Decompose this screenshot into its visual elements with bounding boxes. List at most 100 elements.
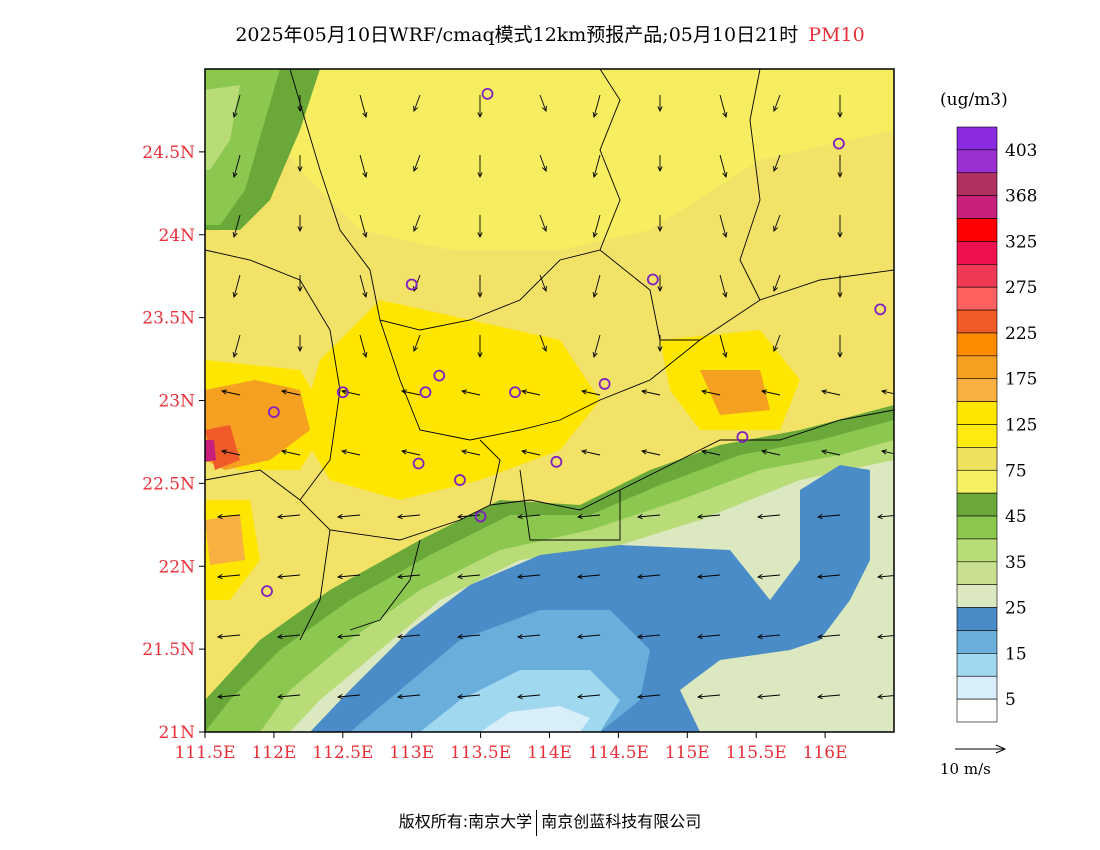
wind-arrow-head: [820, 389, 827, 395]
wind-arrow-head: [773, 165, 778, 172]
colorbar: 403 368 325 275 225 175 125 75 45 35 25 15 5: [956, 126, 1037, 723]
wind-arrow: [697, 694, 721, 698]
wind-arrow: [337, 694, 361, 698]
wind-arrow: [817, 634, 841, 638]
wind-arrow: [817, 694, 841, 698]
colorbar-swatch: [956, 241, 998, 265]
wind-arrow-head: [657, 286, 663, 293]
colorbar-swatch: [956, 218, 998, 242]
wind-arrow: [401, 450, 421, 456]
wind-arrow-head: [756, 574, 763, 580]
wind-arrow-head: [297, 286, 303, 293]
wind-arrow: [401, 390, 421, 396]
wind-arrow: [359, 214, 367, 238]
wind-arrow-head: [340, 389, 347, 395]
wind-arrow-head: [722, 232, 728, 238]
lon-tick-label: 112E: [251, 743, 296, 763]
station-marker: [454, 474, 466, 486]
wind-arrow-head: [696, 514, 703, 520]
wind-arrow-head: [477, 292, 483, 299]
wind-arrow-head: [362, 112, 368, 118]
wind-arrow-head: [336, 574, 343, 580]
colorbar-swatch: [956, 195, 998, 219]
wind-arrow: [517, 574, 541, 578]
wind-arrow-head: [876, 694, 883, 700]
station-marker: [474, 510, 487, 523]
wind-arrow-head: [902, 286, 906, 291]
wind-arrow-head: [477, 172, 483, 179]
colorbar-swatch: [956, 675, 998, 700]
colorbar-swatch: [956, 607, 998, 631]
wind-arrow-head: [276, 574, 283, 580]
wind-arrow: [461, 450, 481, 456]
colorbar-label: 325: [1005, 232, 1037, 252]
wind-arrow: [539, 334, 547, 352]
wind-arrow: [761, 450, 781, 456]
wind-arrow: [821, 450, 841, 456]
wind-arrow-head: [396, 514, 403, 520]
wind-arrow: [581, 390, 601, 396]
lat-tick-label: 23.5N: [142, 309, 195, 329]
wind-arrow-head: [820, 449, 827, 455]
vector-legend-arrow: [955, 744, 1007, 754]
wind-arrow: [397, 514, 421, 518]
wind-arrow: [757, 634, 781, 638]
wind-arrow: [593, 214, 601, 238]
wind-arrow: [719, 334, 727, 358]
station-marker: [267, 406, 280, 419]
station-marker: [481, 87, 494, 100]
wind-arrow-head: [220, 389, 227, 395]
lon-tick-label: 115E: [665, 743, 710, 763]
wind-arrow-head: [592, 232, 598, 238]
wind-arrow: [233, 334, 241, 358]
wind-arrow-head: [816, 514, 823, 520]
wind-arrow: [217, 694, 241, 698]
lat-tick-label: 21N: [158, 723, 195, 743]
wind-arrow-head: [700, 449, 707, 455]
wind-arrow: [539, 214, 547, 232]
colorbar-swatch: [956, 469, 998, 494]
wind-arrow: [457, 634, 481, 638]
wind-arrow-head: [477, 232, 483, 239]
wind-arrow-head: [756, 514, 763, 520]
wind-arrow-head: [576, 574, 583, 580]
colorbar-label: 45: [1005, 507, 1027, 527]
wind-arrow-head: [902, 346, 906, 351]
wind-arrow-head: [837, 292, 843, 299]
wind-arrow-head: [232, 112, 238, 118]
wind-arrow: [757, 574, 781, 578]
wind-arrow: [900, 335, 906, 351]
wind-arrow-head: [413, 345, 418, 352]
wind-arrow: [517, 694, 541, 698]
wind-arrow-head: [336, 694, 343, 700]
wind-arrow-head: [232, 172, 238, 178]
wind-arrow: [577, 514, 601, 518]
colorbar-swatch: [956, 332, 998, 357]
wind-arrow-head: [413, 165, 418, 172]
colorbar-swatch: [956, 264, 998, 288]
station-marker: [261, 585, 273, 598]
lat-tick-label: 21.5N: [142, 640, 195, 660]
station-marker: [832, 137, 845, 150]
wind-arrow-head: [297, 106, 303, 113]
colorbar-label: 125: [1005, 416, 1037, 436]
colorbar-swatch: [956, 309, 998, 334]
colorbar-label: 25: [1005, 599, 1027, 619]
wind-arrow: [233, 274, 241, 298]
station-marker: [550, 455, 563, 468]
lat-tick-label: 22N: [158, 557, 195, 577]
wind-arrow-head: [580, 449, 587, 455]
wind-arrow: [881, 450, 894, 455]
wind-arrow-head: [542, 105, 547, 112]
wind-arrow: [341, 450, 361, 456]
wind-arrow-head: [477, 112, 483, 119]
wind-arrow-head: [516, 514, 523, 520]
wind-arrow: [277, 574, 301, 578]
wind-arrow-head: [756, 694, 763, 700]
wind-arrow-head: [232, 232, 238, 238]
wind-arrow: [337, 634, 361, 638]
wind-arrow-head: [396, 694, 403, 700]
colorbar-swatch: [956, 653, 998, 677]
wind-arrow: [719, 214, 727, 238]
wind-arrow: [341, 390, 361, 396]
